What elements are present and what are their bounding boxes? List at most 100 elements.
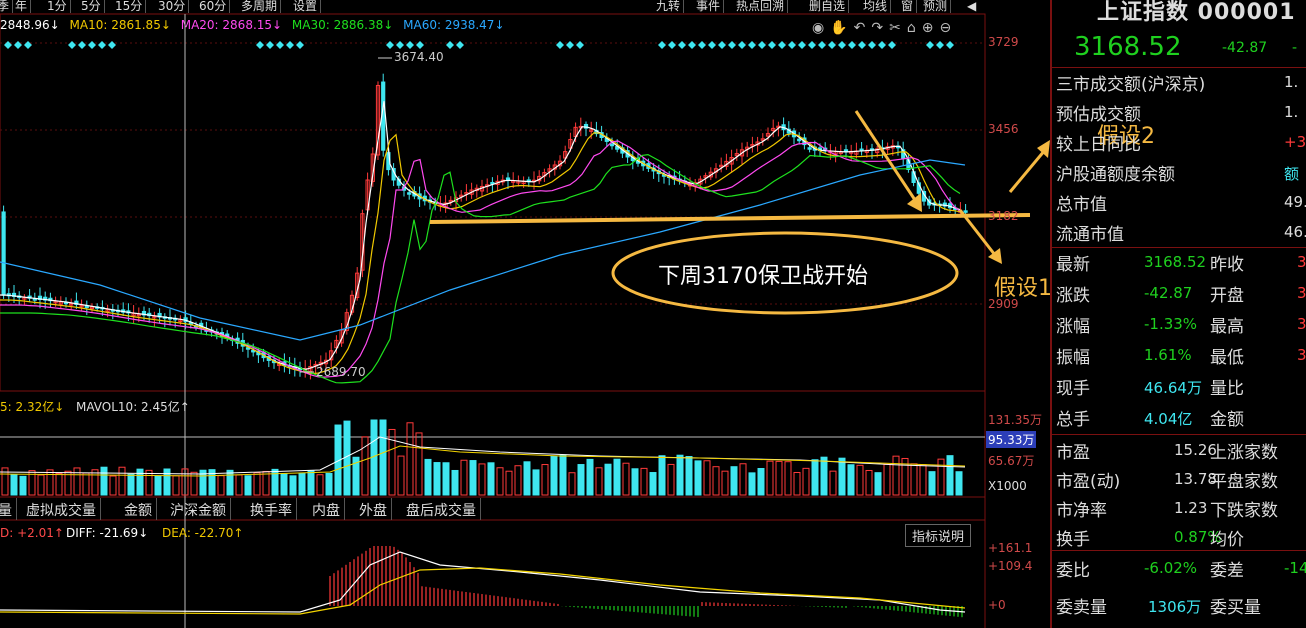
signal-diamond — [848, 41, 856, 49]
price-tick-2909: 2909 — [988, 297, 1019, 311]
tab-multi-period[interactable]: 多周期 — [238, 0, 282, 13]
candle-body — [739, 149, 745, 157]
tab-volume[interactable]: 量 — [0, 498, 17, 520]
divider — [1052, 67, 1306, 68]
signal-diamond — [14, 41, 22, 49]
volume-bar — [523, 461, 531, 496]
tab-turnover[interactable]: 换手率 — [246, 498, 297, 520]
scissors-icon[interactable]: ✂ — [889, 20, 907, 36]
stat-label: 总手 — [1056, 410, 1090, 430]
quote-row-label: 预估成交额 — [1056, 105, 1141, 125]
kline-chart[interactable] — [0, 0, 1050, 628]
ma60-label: MA60: 2938.47↓ — [403, 18, 505, 32]
tab-season[interactable]: 季 — [0, 0, 14, 13]
volume-bar — [613, 458, 621, 496]
divider — [1052, 434, 1306, 435]
tab-after-hours-volume[interactable]: 盘后成交量 — [402, 498, 481, 520]
candle-body — [89, 306, 95, 310]
high-label: 3674.40 — [394, 50, 444, 64]
volume-bar — [955, 471, 963, 496]
tab-virtual-volume[interactable]: 虚拟成交量 — [22, 498, 101, 520]
indicator-help-button[interactable]: 指标说明 — [905, 524, 972, 547]
tab-settings[interactable]: 设置 — [290, 0, 322, 13]
candle-body — [79, 304, 84, 308]
volume-bars — [1, 419, 963, 496]
tab-moving-average[interactable]: 均线 — [860, 0, 892, 13]
tab-year[interactable]: 年 — [12, 0, 32, 13]
signal-diamond — [658, 41, 666, 49]
lock-icon[interactable]: ⌂ — [906, 20, 922, 36]
candle-body — [568, 138, 573, 149]
redo-icon[interactable]: ↷ — [871, 20, 890, 36]
tab-15min[interactable]: 15分 — [112, 0, 147, 13]
volume-bar — [739, 463, 747, 496]
volume-bar — [325, 472, 333, 496]
tab-window[interactable]: 窗 — [898, 0, 918, 13]
price-change-tail: - — [1292, 40, 1298, 56]
tab-60min[interactable]: 60分 — [196, 0, 231, 13]
signal-diamond — [396, 41, 404, 49]
stat-value-2: 3 — [1297, 315, 1306, 333]
signal-diamond — [878, 41, 886, 49]
volume-bar — [838, 457, 846, 496]
eye-icon[interactable]: ◉ — [812, 20, 831, 36]
fund-label-2: 平盘家数 — [1210, 472, 1278, 492]
zoom-out-icon[interactable]: ⊖ — [939, 20, 958, 36]
volume-bar — [262, 470, 270, 496]
signal-diamond — [276, 41, 284, 49]
signal-diamond — [108, 41, 116, 49]
undo-icon[interactable]: ↶ — [853, 20, 872, 36]
signal-diamond — [818, 41, 826, 49]
volume-bar — [667, 463, 675, 496]
signal-diamond — [788, 41, 796, 49]
tab-inner[interactable]: 内盘 — [308, 498, 345, 520]
signal-diamond — [678, 41, 686, 49]
tab-30min[interactable]: 30分 — [155, 0, 190, 13]
tab-remove-watchlist[interactable]: 删自选 — [806, 0, 850, 13]
quote-row-label: 三市成交额(沪深京) — [1056, 75, 1206, 95]
stat-label-2: 昨收 — [1210, 255, 1244, 275]
volume-bar — [73, 467, 81, 496]
volume-bar — [28, 470, 36, 496]
candle-body — [875, 148, 880, 154]
zoom-in-icon[interactable]: ⊕ — [921, 20, 940, 36]
volume-bar — [451, 469, 459, 496]
volume-bar — [685, 456, 693, 496]
divider — [1052, 247, 1306, 248]
volume-bar — [658, 455, 666, 496]
tab-sh-sz-amount[interactable]: 沪深金额 — [166, 498, 231, 520]
volume-bar — [433, 462, 441, 496]
tab-amount[interactable]: 金额 — [120, 498, 157, 520]
tab-hot-replay[interactable]: 热点回溯 — [733, 0, 789, 13]
volume-bar — [442, 462, 450, 496]
volume-bar — [766, 460, 774, 496]
tab-nine-turn[interactable]: 九转 — [653, 0, 685, 13]
signal-diamond — [668, 41, 676, 49]
tab-forecast[interactable]: 预测 — [920, 0, 952, 13]
annotations — [300, 57, 1050, 373]
stat-value: -1.33% — [1144, 315, 1198, 333]
price-tick-3182: 3182 — [988, 209, 1019, 223]
low-label: 2689.70 — [316, 365, 366, 379]
tab-5min[interactable]: 5分 — [78, 0, 105, 13]
fund-label: 市盈 — [1056, 443, 1090, 463]
tab-1min[interactable]: 1分 — [44, 0, 71, 13]
hyp2-arrow-line — [1008, 149, 1047, 193]
volume-bar — [721, 470, 729, 496]
pin-icon[interactable]: ◀ — [967, 0, 977, 13]
vol-ma10-label: MAVOL10: 2.45亿↑ — [76, 400, 190, 414]
stat-value-2: 3 — [1297, 346, 1306, 364]
tab-outer[interactable]: 外盘 — [355, 498, 392, 520]
quote-row-value: 额 — [1284, 165, 1300, 183]
volume-bar — [55, 472, 63, 496]
tab-events[interactable]: 事件 — [693, 0, 725, 13]
hand-icon[interactable]: ✋ — [830, 20, 854, 36]
volume-bar — [280, 473, 288, 496]
ma20-label: MA20: 2868.15↓ — [180, 18, 283, 32]
stat-label: 振幅 — [1056, 348, 1090, 368]
signal-diamond — [688, 41, 696, 49]
stat-label-2: 量比 — [1210, 379, 1244, 399]
volume-bar — [937, 458, 945, 496]
volume-bar — [505, 470, 513, 496]
stat-value: 1.61% — [1144, 346, 1192, 364]
